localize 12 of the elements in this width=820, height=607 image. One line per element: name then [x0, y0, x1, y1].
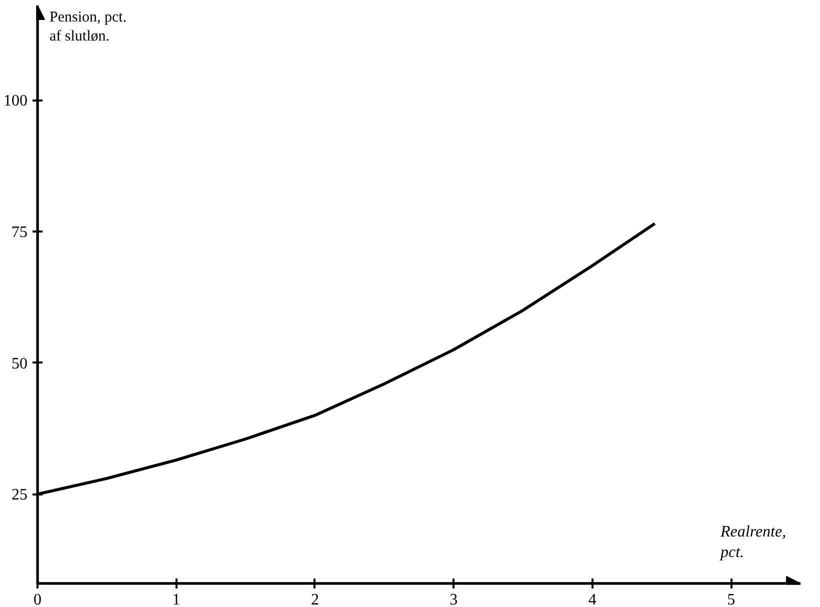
x-tick-label: 2	[310, 592, 319, 607]
x-tick-label: 4	[588, 592, 596, 607]
x-tick-label: 3	[450, 592, 458, 607]
y-tick-label: 100	[4, 92, 28, 110]
x-tick-label: 1	[172, 592, 180, 607]
y-axis-title: Pension, pct. af slutløn.	[50, 10, 127, 45]
x-tick-label: 0	[34, 592, 42, 607]
y-tick-label: 25	[12, 486, 28, 504]
x-tick-label: 5	[727, 592, 736, 607]
y-tick-label: 50	[12, 355, 28, 372]
x-axis-title: Realrente, pct.	[720, 524, 786, 561]
y-tick-label: 75	[12, 224, 28, 241]
